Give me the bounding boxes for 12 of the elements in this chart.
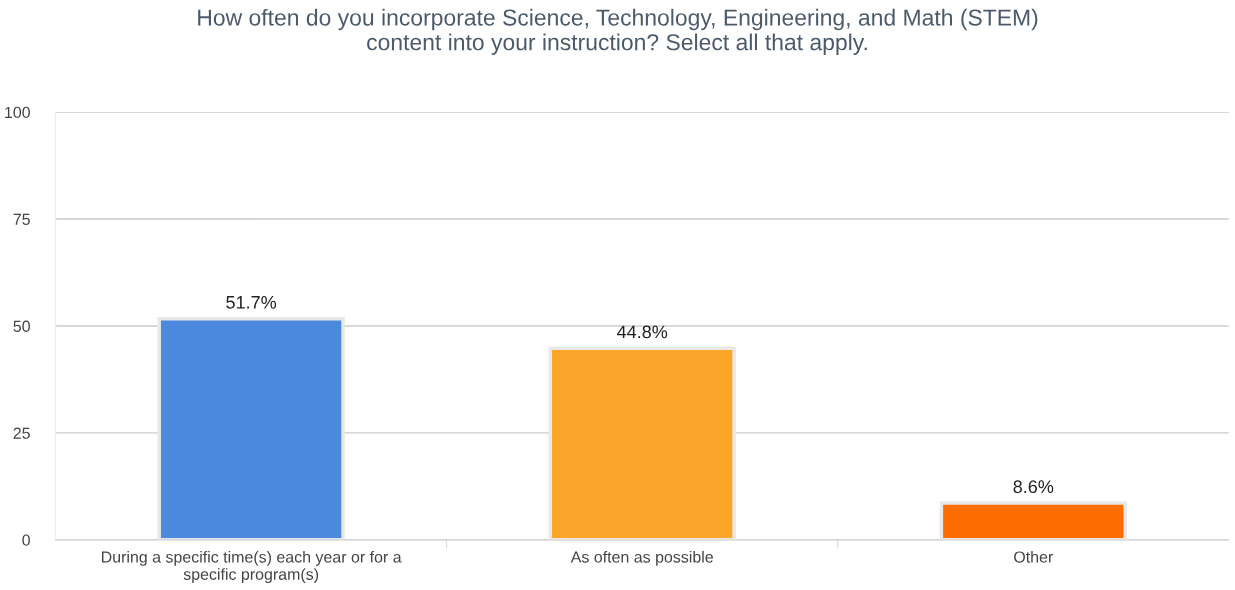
y-tick-label: 75 [13, 213, 30, 225]
x-tick-label: Other [1014, 550, 1053, 563]
x-tick-label: As often as possible [570, 550, 713, 566]
y-tick-label: 25 [13, 427, 30, 439]
y-tick-label: 0 [22, 534, 30, 546]
data-label: 51.7% [226, 296, 277, 309]
data-label: 8.6% [1013, 480, 1054, 494]
y-tick-label: 50 [13, 320, 30, 332]
chart-title: How often do you incorporate Science, Technology, Engineering, and Math (STEM) content into your instruction? Select all that apply. [198, 8, 1038, 55]
x-tick-label: During a specific time(s) each year or for a specific program(s) [101, 550, 402, 584]
data-label: 44.8% [617, 325, 668, 339]
y-tick-label: 100 [5, 106, 30, 119]
